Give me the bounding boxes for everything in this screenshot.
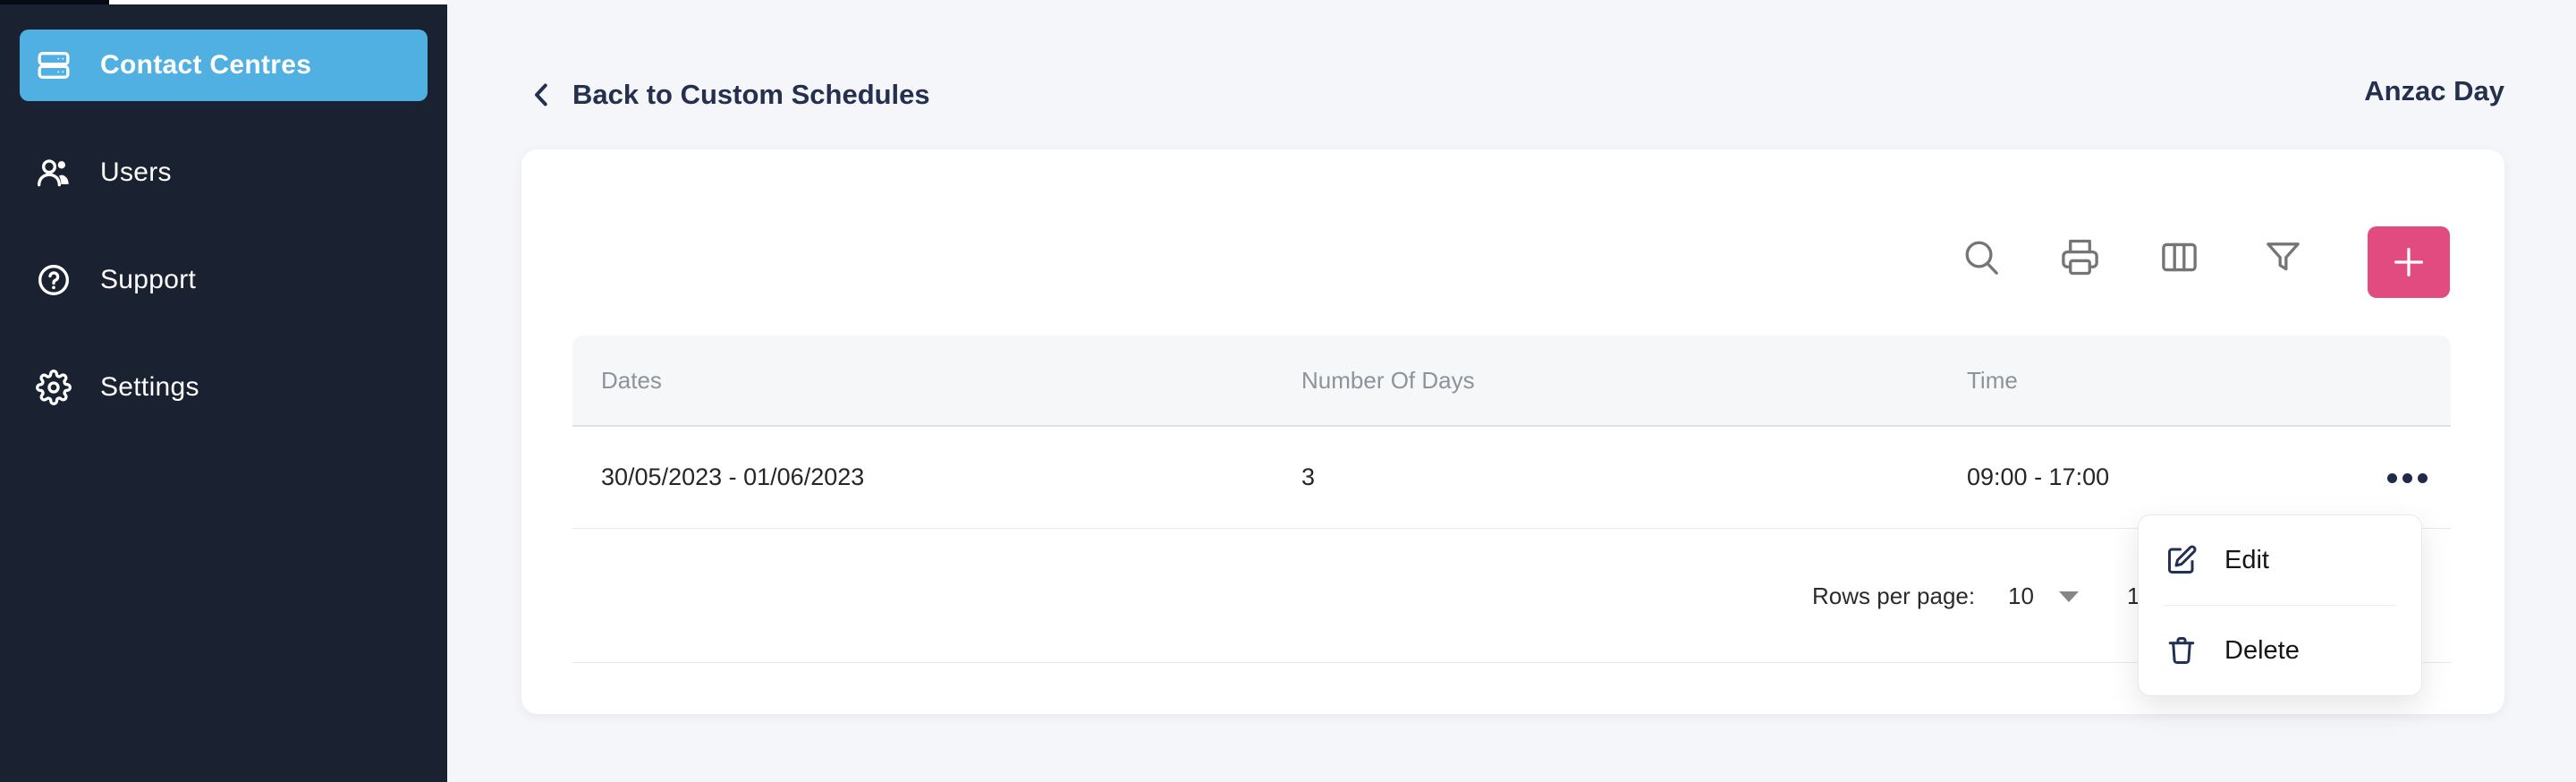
page-title: Anzac Day: [2364, 75, 2504, 106]
trash-icon: [2168, 637, 2195, 665]
search-icon: [1965, 241, 1998, 275]
sidebar-item-users[interactable]: Users: [20, 137, 428, 208]
columns-icon: [2161, 242, 2197, 271]
menu-item-delete[interactable]: Delete: [2139, 606, 2421, 695]
column-header-number-of-days: Number Of Days: [1301, 367, 1475, 394]
filter-funnel-icon: [2266, 242, 2300, 270]
sidebar-item-settings[interactable]: Settings: [20, 352, 428, 423]
back-to-custom-schedules-link[interactable]: Back to Custom Schedules: [526, 70, 930, 120]
chevron-down-icon[interactable]: [2059, 591, 2079, 602]
help-circle-icon: [36, 262, 72, 298]
chevron-left-icon: [535, 83, 547, 106]
plus-icon: [2394, 247, 2424, 277]
add-schedule-button[interactable]: [2368, 226, 2450, 298]
menu-item-edit[interactable]: Edit: [2139, 515, 2421, 605]
view-columns-button[interactable]: [2152, 230, 2206, 284]
schedule-card: Dates Number Of Days Time 30/05/2023 - 0…: [521, 149, 2504, 714]
search-button[interactable]: [1954, 230, 2008, 284]
print-button[interactable]: [2053, 230, 2106, 284]
column-header-time: Time: [1967, 367, 2018, 394]
column-header-dates: Dates: [601, 367, 662, 394]
sidebar-item-contact-centres[interactable]: Contact Centres: [20, 30, 428, 101]
sidebar-item-label: Users: [100, 157, 172, 187]
table-pagination: Rows per page: 10 1: [572, 529, 2451, 663]
menu-item-label: Delete: [2224, 635, 2300, 665]
menu-divider: [2164, 605, 2396, 606]
edit-icon: [2168, 545, 2197, 574]
top-edge-white-strip: [109, 0, 447, 4]
pagination-range: 1: [2127, 582, 2140, 609]
menu-item-label: Edit: [2224, 545, 2269, 574]
gear-icon: [36, 370, 72, 405]
cell-time: 09:00 - 17:00: [1967, 463, 2110, 490]
sidebar: Contact Centres Users Sup: [0, 0, 447, 782]
users-icon: [36, 155, 72, 191]
sidebar-item-label: Support: [100, 265, 197, 294]
cell-number-of-days: 3: [1301, 463, 1316, 490]
row-context-menu: Edit Delete: [2138, 514, 2422, 696]
cell-dates: 30/05/2023 - 01/06/2023: [601, 463, 865, 490]
sidebar-item-support[interactable]: Support: [20, 244, 428, 316]
table-header: Dates Number Of Days Time: [572, 336, 2451, 427]
rows-per-page-label: Rows per page:: [1812, 582, 1976, 609]
back-link-label: Back to Custom Schedules: [572, 79, 930, 110]
rows-per-page-select[interactable]: 10: [2008, 582, 2034, 609]
ellipsis-icon: [2386, 472, 2397, 483]
server-stack-icon: [36, 47, 72, 83]
sidebar-item-label: Settings: [100, 372, 199, 402]
sidebar-item-label: Contact Centres: [100, 50, 312, 80]
printer-icon: [2061, 239, 2098, 275]
row-actions-button[interactable]: [2380, 459, 2434, 497]
table-row: 30/05/2023 - 01/06/2023 3 09:00 - 17:00: [572, 427, 2451, 529]
top-edge-black-strip: [0, 0, 109, 4]
filter-button[interactable]: [2256, 230, 2309, 284]
